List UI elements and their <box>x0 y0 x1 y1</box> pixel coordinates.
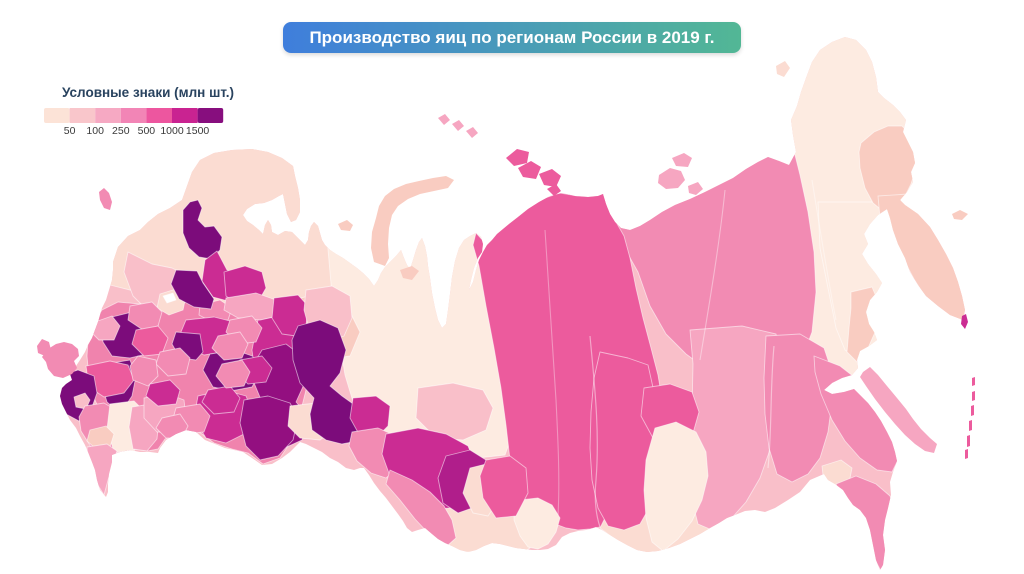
svg-text:250: 250 <box>112 125 130 137</box>
svg-text:1000: 1000 <box>160 125 184 137</box>
svg-text:100: 100 <box>86 125 104 137</box>
svg-text:50: 50 <box>64 125 76 137</box>
svg-text:500: 500 <box>138 125 156 137</box>
svg-text:1500: 1500 <box>186 125 210 137</box>
